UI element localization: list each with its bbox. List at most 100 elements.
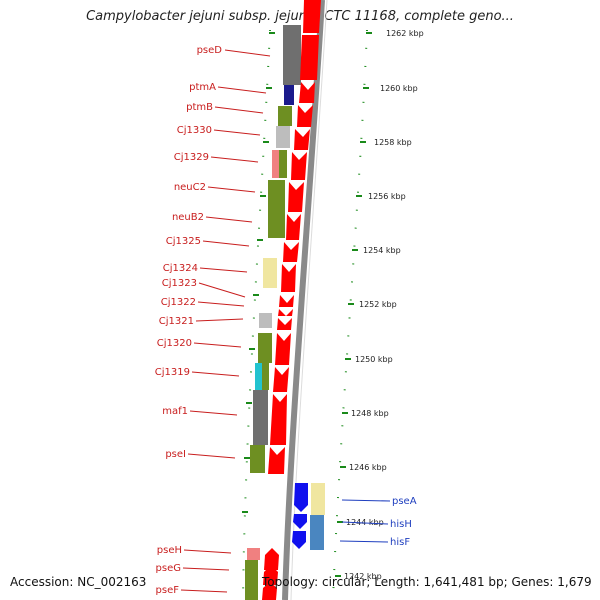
gene-arrow[interactable] [278, 309, 293, 316]
gene-arrow[interactable] [291, 152, 307, 180]
right-leader-lines [339, 499, 391, 543]
gene-arrow[interactable] [262, 582, 277, 600]
gene-label[interactable]: Cj1321 [159, 316, 194, 327]
gene-arrow[interactable] [277, 318, 292, 330]
gene-label[interactable]: ptmB [186, 102, 213, 113]
gene-label[interactable]: neuB2 [172, 212, 204, 223]
gene-label[interactable]: Cj1329 [174, 152, 209, 163]
leader-line [182, 567, 230, 571]
leader-line [214, 106, 264, 114]
gene-arrow[interactable] [294, 483, 308, 512]
gene-arrow[interactable] [288, 182, 304, 212]
gene-label[interactable]: Cj1319 [155, 367, 190, 378]
accession-label: Accession: NC_002163 [10, 575, 147, 589]
gene-arrow[interactable] [300, 35, 319, 80]
tick-label: 1260 kbp [380, 84, 418, 93]
leader-line [202, 240, 250, 247]
tick-label: 1246 kbp [349, 463, 387, 472]
tick-label: 1258 kbp [374, 138, 412, 147]
tick-label: 1248 kbp [351, 409, 389, 418]
cog-block [245, 560, 258, 600]
leader-line [205, 216, 253, 223]
leader-line [198, 282, 246, 298]
leader-line [183, 549, 232, 554]
leader-line [191, 371, 240, 377]
cog-block [253, 390, 268, 445]
gene-arrow[interactable] [286, 214, 301, 240]
cog-block [311, 483, 325, 515]
cog-block [258, 333, 272, 363]
gene-arrow[interactable] [279, 295, 294, 307]
left-gene-labels: pseD ptmA ptmB Cj1330 Cj1329 neuC2 neuB2… [155, 45, 223, 596]
cog-block [247, 548, 260, 560]
gene-arrow[interactable] [303, 0, 321, 33]
gene-arrow[interactable] [283, 242, 299, 262]
cog-block [279, 150, 287, 178]
gene-label[interactable]: pseH [157, 545, 182, 556]
tick-label: 1256 kbp [368, 192, 406, 201]
cog-block [272, 150, 280, 178]
cog-block [278, 106, 292, 126]
cog-block [284, 85, 294, 105]
tick-label: 1254 kbp [363, 246, 401, 255]
gene-label[interactable]: Cj1320 [157, 338, 192, 349]
left-leader-lines [180, 49, 271, 593]
gene-arrow[interactable] [299, 82, 315, 103]
tick-label: 1252 kbp [359, 300, 397, 309]
cog-block [310, 515, 324, 550]
map-title: Campylobacter jejuni subsp. jejuni NCTC … [86, 9, 514, 24]
leader-line [193, 342, 242, 348]
gene-label[interactable]: ptmA [189, 82, 216, 93]
gene-label[interactable]: hisH [390, 519, 412, 530]
gene-label[interactable]: neuC2 [174, 182, 206, 193]
gene-label[interactable]: pseD [197, 45, 223, 56]
leader-line [339, 540, 389, 543]
gene-arrow[interactable] [275, 333, 291, 365]
gene-label[interactable]: Cj1324 [163, 263, 198, 274]
leader-line [341, 499, 391, 502]
genome-summary: Topology: circular; Length: 1,641,481 bp… [262, 575, 592, 589]
gene-label[interactable]: Cj1325 [166, 236, 201, 247]
gene-label[interactable]: Cj1322 [161, 297, 196, 308]
gene-arrow[interactable] [281, 264, 296, 292]
gene-label[interactable]: maf1 [162, 406, 188, 417]
cog-block [255, 363, 263, 390]
cog-block [250, 445, 265, 473]
gene-arrow[interactable] [273, 367, 289, 392]
tick-label: 1242 kbp [344, 572, 382, 581]
gene-arrow[interactable] [270, 394, 287, 445]
cog-block [283, 25, 301, 85]
gene-label[interactable]: pseF [156, 585, 180, 596]
gene-label[interactable]: Cj1323 [162, 278, 197, 289]
leader-line [341, 521, 389, 525]
leader-line [189, 410, 238, 416]
genome-backbone [282, 0, 325, 600]
cog-block [259, 313, 272, 328]
right-gene-labels: pseA hisH hisF [390, 496, 417, 548]
gene-label[interactable]: hisF [390, 537, 410, 548]
gene-arrow[interactable] [268, 447, 285, 474]
gene-label[interactable]: Cj1330 [177, 125, 212, 136]
gene-arrow[interactable] [292, 531, 306, 549]
outer-dotted-ruler [332, 29, 368, 600]
leader-line [199, 267, 248, 273]
leader-line [213, 129, 261, 136]
gene-label[interactable]: pseG [156, 563, 181, 574]
leader-line [224, 49, 271, 57]
gene-label[interactable]: pseA [392, 496, 417, 507]
leader-line [197, 301, 245, 307]
reverse-strand-genes [292, 483, 308, 549]
gene-arrow[interactable] [293, 514, 307, 529]
gene-arrow[interactable] [294, 129, 310, 150]
forward-strand-genes [262, 0, 321, 600]
cog-block [268, 180, 285, 238]
tick-label: 1262 kbp [386, 29, 424, 38]
gene-arrow[interactable] [297, 105, 313, 127]
cog-track [245, 25, 325, 600]
gene-label[interactable]: pseI [165, 449, 186, 460]
backbone-highlight [290, 0, 328, 600]
gene-arrow[interactable] [263, 565, 278, 585]
leader-line [180, 589, 228, 593]
gene-arrow[interactable] [264, 548, 279, 570]
